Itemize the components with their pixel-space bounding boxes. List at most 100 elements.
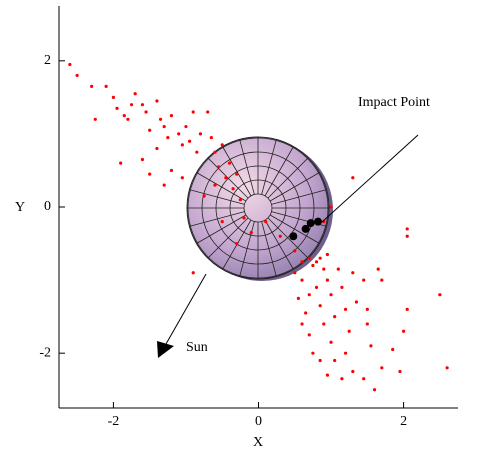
point (380, 366, 384, 370)
point (166, 135, 170, 140)
point (90, 84, 94, 88)
point (296, 296, 300, 300)
point (300, 260, 304, 264)
point (347, 329, 351, 333)
sun-arrowhead (157, 341, 174, 358)
point (398, 369, 402, 374)
point (318, 304, 322, 308)
point (340, 285, 344, 289)
point (307, 256, 311, 260)
annotation-line (321, 134, 419, 223)
point (278, 234, 282, 238)
point (325, 278, 330, 282)
x-tick-label: 2 (400, 414, 407, 429)
point (322, 267, 326, 271)
point (162, 183, 166, 187)
point (148, 128, 152, 132)
point (140, 103, 145, 107)
point (126, 117, 130, 121)
x-axis-label: X (253, 435, 263, 450)
mesh-spoke (264, 146, 294, 197)
point (304, 311, 308, 315)
point (307, 333, 311, 337)
point (191, 110, 195, 114)
point (227, 161, 232, 165)
mesh-spoke (264, 219, 294, 270)
point (333, 358, 337, 363)
point (162, 125, 166, 129)
point (351, 271, 355, 275)
mesh-spoke (267, 157, 309, 199)
sun-arrow (165, 273, 207, 345)
point (187, 139, 192, 143)
point (235, 241, 239, 246)
point (362, 278, 366, 282)
mesh-spoke (261, 139, 277, 195)
point (405, 227, 409, 231)
point (158, 117, 163, 121)
mesh-spoke (207, 157, 249, 199)
point (140, 157, 145, 162)
point (119, 161, 123, 165)
point (369, 344, 373, 348)
point (209, 135, 213, 140)
point (343, 351, 348, 355)
mesh-spoke (239, 221, 255, 277)
annotation: Sun (186, 340, 208, 355)
point (169, 114, 174, 118)
point (354, 300, 359, 304)
mesh-spoke (207, 217, 249, 259)
point (372, 388, 377, 392)
point (177, 132, 181, 136)
mesh-spoke (196, 172, 247, 202)
point (351, 369, 355, 374)
point (115, 106, 119, 110)
point (242, 216, 246, 220)
point (313, 217, 322, 226)
point (325, 373, 330, 377)
point (401, 329, 406, 333)
point (217, 165, 221, 169)
point (180, 143, 184, 147)
point (144, 110, 148, 114)
point (340, 377, 344, 381)
point (235, 172, 239, 176)
point (438, 293, 442, 297)
point (213, 183, 217, 187)
point (311, 263, 315, 268)
point (365, 307, 369, 311)
y-tick-label: -2 (39, 345, 51, 360)
point (220, 143, 224, 147)
nucleus (186, 136, 333, 281)
point (195, 150, 199, 154)
point (318, 358, 322, 363)
point (380, 278, 384, 282)
point (336, 267, 340, 271)
point (307, 293, 311, 297)
point (231, 187, 235, 191)
point (318, 256, 322, 260)
mesh-spoke (269, 214, 320, 244)
point (314, 285, 319, 289)
point (93, 117, 97, 121)
point (122, 114, 126, 118)
point (249, 230, 253, 235)
mesh-spoke (189, 189, 245, 205)
point (198, 132, 203, 136)
point (264, 220, 268, 224)
point (314, 260, 319, 264)
mesh-spoke (267, 217, 309, 259)
point (351, 176, 355, 180)
x-tick-label: -2 (108, 414, 120, 429)
point (365, 322, 369, 326)
point (333, 315, 337, 319)
point (301, 224, 310, 233)
x-tick-label: 0 (255, 414, 262, 429)
point (325, 252, 330, 257)
mesh-spoke (189, 211, 245, 227)
mesh-spoke (222, 146, 252, 197)
point (329, 340, 333, 344)
point (289, 232, 298, 241)
point (405, 307, 409, 311)
y-tick-label: 2 (44, 53, 51, 68)
